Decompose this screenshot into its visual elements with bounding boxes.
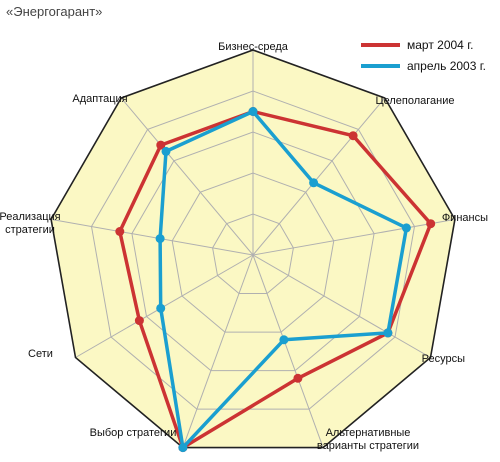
axis-label: Сети xyxy=(28,348,53,360)
grid-ring xyxy=(212,213,294,294)
axis-spoke xyxy=(252,254,431,358)
legend-label: апрель 2003 г. xyxy=(407,59,486,73)
chart-title: «Энергогарант» xyxy=(6,4,103,19)
axis-label: Целеполагание xyxy=(375,95,454,107)
data-point xyxy=(156,140,166,150)
axis-label: Ресурсы xyxy=(422,353,465,365)
axis-label: Адаптация xyxy=(72,93,127,105)
axis-label: Реализация стратегии xyxy=(0,211,61,236)
axis-label: Выбор стратегии xyxy=(90,427,177,439)
legend-label: март 2004 г. xyxy=(407,38,473,52)
grid-ring xyxy=(171,172,335,333)
radar-outline xyxy=(50,49,456,449)
data-point xyxy=(178,443,188,453)
axis-spoke xyxy=(51,218,254,256)
data-point xyxy=(115,227,125,236)
data-point xyxy=(293,373,303,383)
grid-ring xyxy=(90,90,416,410)
axis-spoke xyxy=(182,254,254,448)
axis-label: Альтернативные варианты стратегии xyxy=(317,427,419,452)
data-point xyxy=(279,335,289,345)
data-point xyxy=(155,234,165,244)
data-point xyxy=(248,107,258,116)
data-point xyxy=(161,146,171,156)
axis-spoke xyxy=(120,97,254,256)
data-point xyxy=(426,219,436,229)
data-point xyxy=(401,223,411,233)
axis-spoke xyxy=(252,218,455,256)
series-line-2 xyxy=(158,109,409,450)
data-point xyxy=(309,178,319,188)
axis-label: Бизнес-среда xyxy=(218,41,289,53)
data-point xyxy=(348,131,358,141)
axis-spoke xyxy=(252,254,324,448)
axis-spoke xyxy=(252,97,386,256)
data-point xyxy=(383,328,393,338)
axis-label: Финансы xyxy=(442,212,488,224)
data-point xyxy=(156,303,166,313)
series-line-1 xyxy=(118,109,433,450)
data-point xyxy=(134,316,144,326)
